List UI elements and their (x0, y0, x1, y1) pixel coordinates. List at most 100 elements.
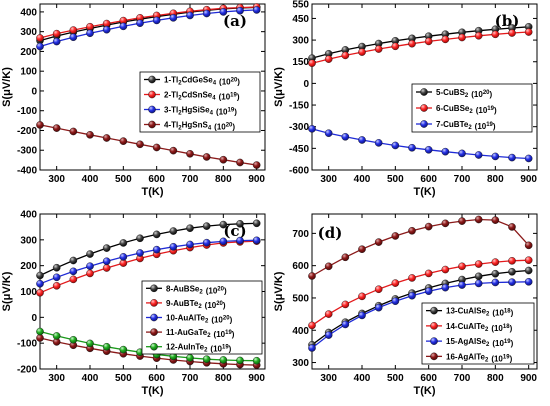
data-point (341, 300, 350, 309)
data-point (152, 16, 161, 25)
legend-label: 12-AuInTe2 (1019) (166, 343, 232, 354)
y-tick-label: -450 (289, 144, 309, 155)
data-point (202, 153, 211, 161)
data-point (358, 292, 366, 301)
data-point (341, 132, 350, 141)
data-point (69, 275, 78, 284)
data-point (524, 154, 533, 163)
legend-label: 8-AuBSe2 (1020) (166, 284, 227, 295)
x-tick-label: 500 (387, 373, 404, 384)
x-tick-label: 900 (520, 373, 537, 384)
data-point (474, 215, 483, 224)
data-point (341, 253, 350, 262)
data-point (408, 274, 416, 282)
y-tick-label: -300 (17, 146, 37, 157)
data-point (491, 30, 500, 39)
data-point (458, 217, 466, 225)
data-point (408, 291, 416, 300)
data-point (252, 236, 261, 245)
y-axis-label: S(μV/K) (273, 67, 285, 107)
data-point (441, 35, 450, 44)
data-point (69, 256, 78, 265)
data-point (358, 311, 366, 320)
data-point (508, 153, 516, 162)
data-point (52, 263, 61, 272)
data-point (152, 245, 161, 254)
data-point (219, 220, 228, 229)
legend-marker (430, 352, 438, 361)
data-point (202, 238, 211, 247)
data-point (86, 262, 94, 270)
data-point (508, 268, 516, 276)
x-tick-label: 600 (148, 373, 165, 384)
data-point (358, 48, 366, 56)
legend-label: 4-Tl2HgSnS4 (1020) (164, 121, 235, 132)
data-point (408, 226, 416, 235)
data-point (186, 149, 194, 158)
x-tick-label: 700 (182, 174, 199, 185)
data-point (202, 222, 211, 230)
legend-marker (150, 313, 158, 322)
legend-marker (148, 120, 156, 129)
y-tick-label: -150 (289, 101, 309, 112)
data-point (252, 161, 261, 169)
data-point (374, 45, 383, 53)
legend-box (139, 71, 261, 133)
x-tick-label: 300 (48, 373, 65, 384)
x-tick-label: 300 (48, 174, 65, 185)
data-point (474, 260, 483, 268)
x-tick-label: 800 (215, 174, 232, 185)
data-point (458, 33, 466, 42)
data-point (308, 321, 316, 330)
panel-label: (a) (223, 12, 247, 30)
x-axis-label: T(K) (414, 385, 436, 397)
data-point (252, 356, 261, 365)
y-tick-label: 150 (292, 57, 309, 68)
y-tick-label: 300 (292, 36, 309, 47)
data-point (152, 230, 161, 239)
x-tick-label: 400 (354, 373, 371, 384)
data-point (186, 224, 194, 233)
data-point (491, 278, 500, 287)
data-point (324, 129, 333, 137)
data-point (102, 25, 111, 34)
data-point (236, 356, 244, 365)
data-point (136, 234, 144, 243)
y-tick-label: 400 (20, 210, 37, 221)
x-tick-label: 400 (354, 174, 371, 185)
y-tick-label: 550 (292, 0, 309, 11)
x-tick-label: 500 (115, 174, 132, 185)
data-point (324, 55, 333, 63)
data-point (202, 9, 211, 18)
data-point (441, 147, 450, 156)
legend-label: 10-AuAlTe2 (1020) (166, 314, 233, 325)
legend-marker (148, 90, 156, 99)
data-point (308, 272, 316, 280)
y-tick-label: -100 (17, 106, 37, 117)
data-point (119, 345, 128, 354)
data-point (324, 310, 333, 318)
data-point (341, 320, 350, 329)
x-tick-label: 800 (215, 373, 232, 384)
y-tick-label: 200 (20, 47, 37, 58)
data-point (524, 278, 533, 286)
data-point (219, 237, 228, 246)
chart-panel-a: 300 400 500 600 700 800 900 -400 -300 -200 -100 0 10… (1, 3, 266, 198)
data-point (308, 125, 316, 133)
data-point (424, 145, 433, 154)
data-point (169, 146, 178, 155)
data-point (69, 33, 78, 42)
x-tick-label: 900 (520, 174, 537, 185)
data-point (119, 253, 128, 261)
y-axis-label: S(μV/K) (1, 67, 13, 107)
data-point (52, 29, 61, 38)
data-point (508, 257, 516, 265)
legend-label: 6-CuBSe2 (1019) (436, 104, 497, 115)
data-point (186, 354, 194, 362)
data-point (69, 267, 78, 276)
legend-label: 5-CuBS2 (1020) (436, 88, 493, 99)
data-point (424, 37, 433, 46)
legend-label: 11-AuGaTe2 (1019) (166, 328, 235, 339)
data-point (391, 297, 400, 305)
